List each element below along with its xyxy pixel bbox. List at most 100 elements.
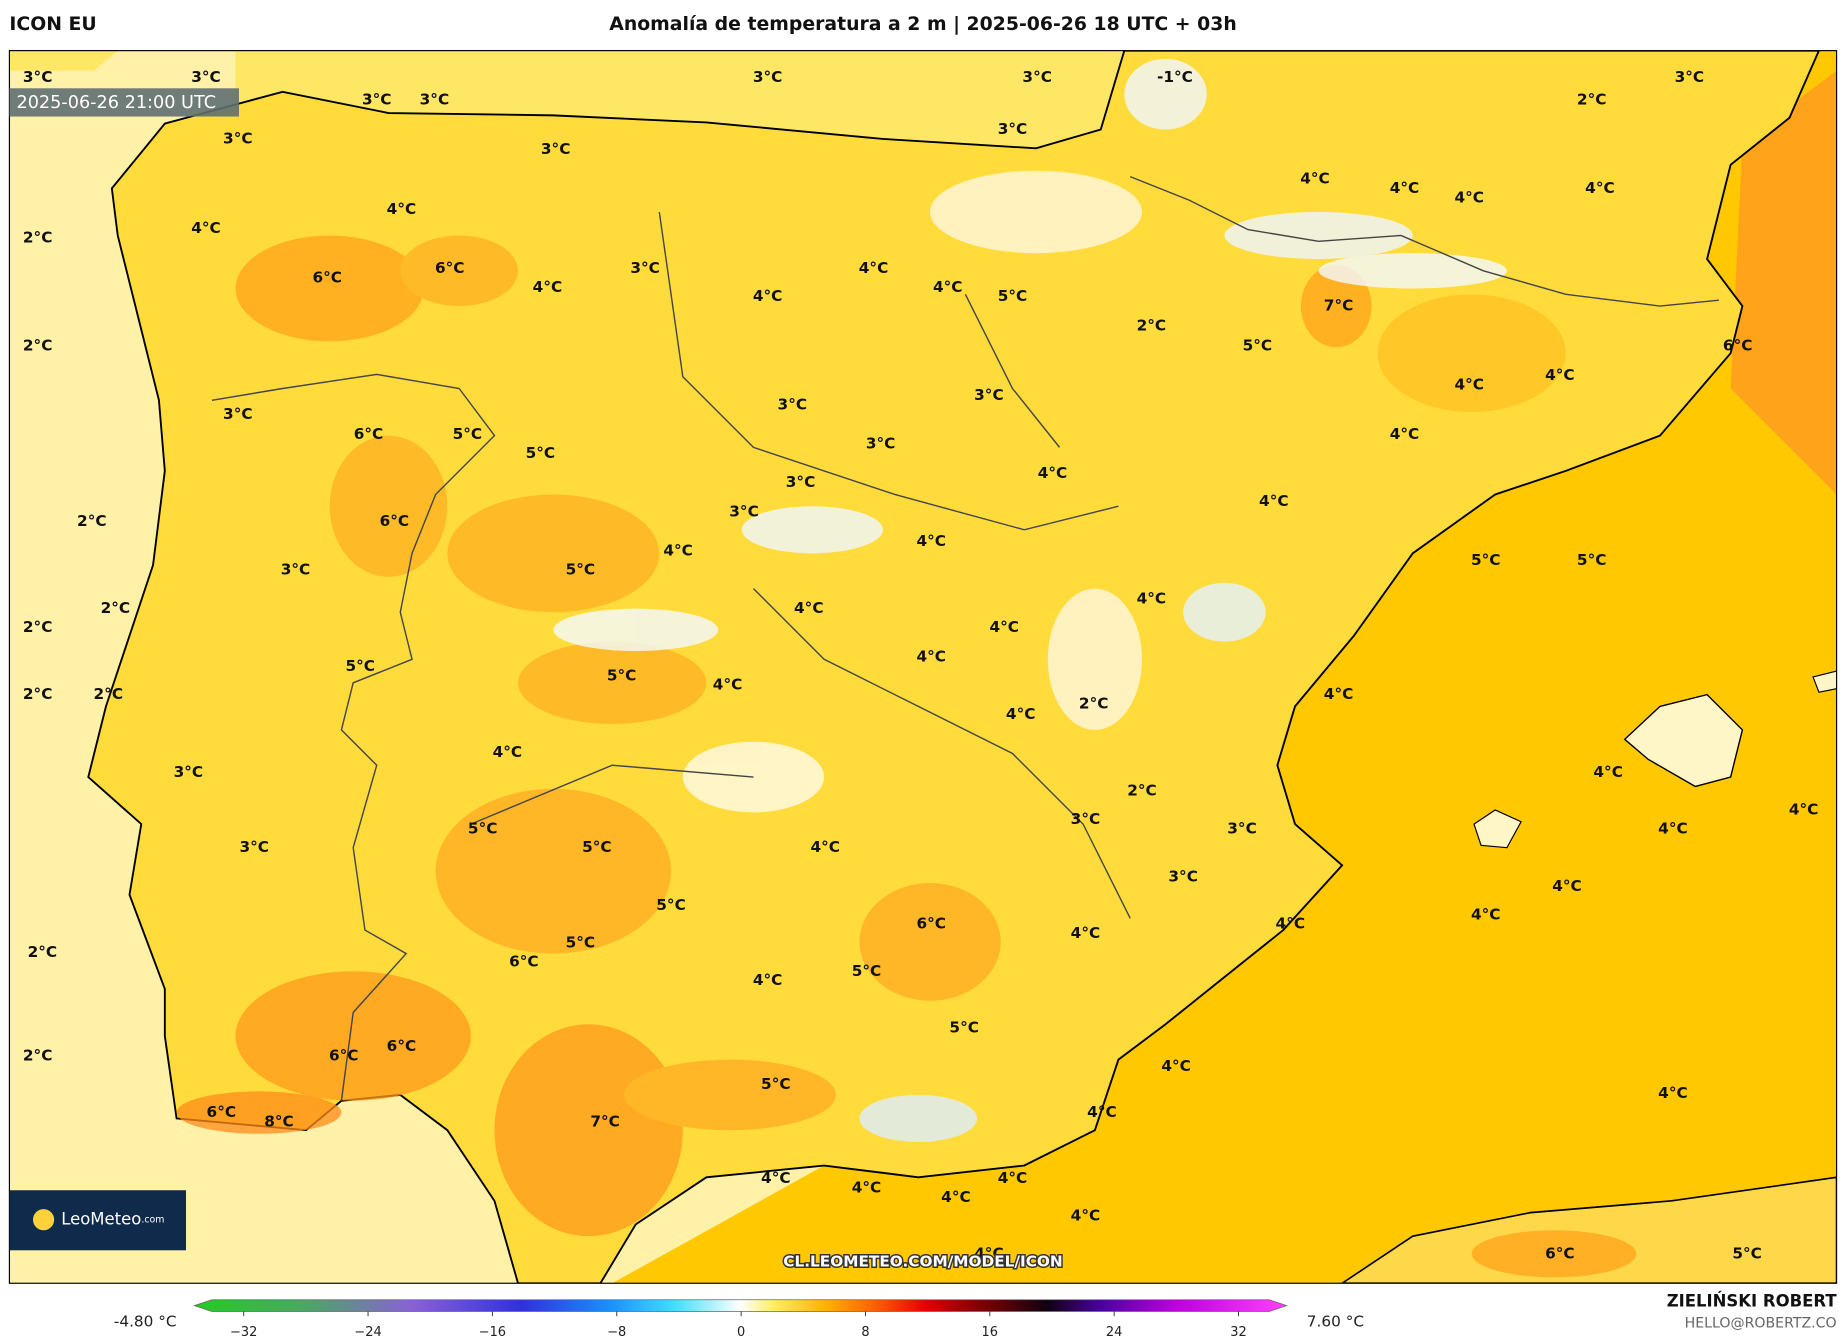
- anomaly-labels: 3°C 3°C 3°C 3°C 3°C 3°C -1°C 3°C 2°C 3°C 3°C 3°C 4°C…: [23, 68, 1818, 1262]
- ibiza: [1473, 809, 1522, 849]
- anomaly-label: 4°C: [713, 676, 743, 694]
- anomaly-label: 4°C: [761, 1169, 791, 1187]
- anomaly-label: 3°C: [191, 68, 221, 86]
- anomaly-label: 2°C: [23, 685, 53, 703]
- anomaly-label: 5°C: [852, 962, 882, 980]
- anomaly-label: 4°C: [533, 278, 563, 296]
- anomaly-label: 2°C: [1577, 91, 1607, 109]
- anomaly-label: 3°C: [541, 140, 571, 158]
- anomaly-label: 3°C: [1227, 819, 1257, 837]
- anomaly-label: 4°C: [989, 618, 1019, 636]
- anomaly-label: 4°C: [811, 838, 841, 856]
- anomaly-label: 3°C: [420, 91, 450, 109]
- anomaly-label: 2°C: [1137, 317, 1167, 335]
- anomaly-label: 4°C: [663, 541, 693, 559]
- anomaly-label: 6°C: [916, 915, 946, 933]
- anomaly-label: 8°C: [264, 1112, 294, 1130]
- colorbar-tick-label: 16: [982, 1325, 998, 1340]
- anomaly-label: 4°C: [1454, 188, 1484, 206]
- anomaly-label: 3°C: [23, 68, 53, 86]
- anomaly-label: 4°C: [916, 647, 946, 665]
- anomaly-label: 2°C: [77, 512, 107, 530]
- anomaly-label: 4°C: [1585, 179, 1615, 197]
- anomaly-label: 4°C: [933, 278, 963, 296]
- anomaly-label: 4°C: [1593, 763, 1623, 781]
- colorbar-tick-label: −8: [607, 1325, 626, 1340]
- logo-suffix: .com: [141, 1214, 164, 1225]
- colorbar-tick-label: 0: [737, 1325, 745, 1340]
- anomaly-label: 4°C: [1038, 464, 1068, 482]
- anomaly-label: 3°C: [362, 91, 392, 109]
- anomaly-label: -1°C: [1157, 68, 1193, 86]
- anomaly-label: 4°C: [1161, 1057, 1191, 1075]
- colorbar-tick-label: −16: [479, 1325, 506, 1340]
- anomaly-label: 5°C: [998, 287, 1028, 305]
- map-title: Anomalía de temperatura a 2 m | 2025-06-…: [609, 14, 1236, 35]
- anomaly-label: 4°C: [852, 1178, 882, 1196]
- anomaly-label: 4°C: [916, 532, 946, 550]
- anomaly-label: 3°C: [1071, 810, 1101, 828]
- anomaly-label: 4°C: [753, 971, 783, 989]
- anomaly-label: 2°C: [23, 618, 53, 636]
- anomaly-label: 4°C: [1789, 800, 1819, 818]
- anomaly-label: 2°C: [23, 228, 53, 246]
- anomaly-label: 4°C: [859, 259, 889, 277]
- colorbar: [193, 1299, 1288, 1312]
- anomaly-label: 4°C: [1545, 366, 1575, 384]
- anomaly-label: 3°C: [786, 473, 816, 491]
- anomaly-label: 2°C: [23, 1047, 53, 1065]
- anomaly-label: 4°C: [1006, 705, 1036, 723]
- valid-time: 2025-06-26 21:00 UTC: [16, 93, 216, 113]
- anomaly-label: 5°C: [526, 444, 556, 462]
- anomaly-label: 3°C: [1022, 68, 1052, 86]
- anomaly-label: 4°C: [1324, 685, 1354, 703]
- anomaly-label: 5°C: [607, 666, 637, 684]
- source-url: CL.LEOMETEO.COM/MODEL/ICON: [783, 1253, 1062, 1271]
- mallorca: [1623, 693, 1744, 788]
- anomaly-label: 4°C: [387, 200, 417, 218]
- anomaly-label: 5°C: [1243, 337, 1273, 355]
- anomaly-label: 4°C: [1658, 1084, 1688, 1102]
- colorbar-ticks: −32 −24 −16 −8 0 8 16 24 32: [230, 1311, 1247, 1340]
- anomaly-label: 5°C: [453, 425, 483, 443]
- author: ZIELIŃSKI ROBERT: [1667, 1292, 1838, 1311]
- anomaly-label: 3°C: [281, 560, 311, 578]
- anomaly-label: 5°C: [1471, 551, 1501, 569]
- anomaly-label: 3°C: [1675, 68, 1705, 86]
- mediterranean: [612, 50, 1837, 1284]
- anomaly-label: 6°C: [1545, 1244, 1575, 1262]
- anomaly-label: 3°C: [240, 838, 270, 856]
- logo-sun: [32, 1209, 55, 1231]
- anomaly-label: 6°C: [354, 425, 384, 443]
- anomaly-label: 5°C: [566, 934, 596, 952]
- anomaly-label: 4°C: [974, 1244, 1004, 1262]
- anomaly-label: 5°C: [1577, 551, 1607, 569]
- colorbar-tick-label: −32: [230, 1325, 257, 1340]
- anomaly-label: 3°C: [223, 129, 253, 147]
- anomaly-label: 3°C: [974, 386, 1004, 404]
- africa: [1340, 1176, 1837, 1284]
- ligurian-sea: [1730, 70, 1837, 495]
- anomaly-label: 4°C: [1390, 179, 1420, 197]
- anomaly-label: 6°C: [329, 1047, 359, 1065]
- anomaly-label: 4°C: [753, 287, 783, 305]
- anomaly-label: 6°C: [509, 952, 539, 970]
- anomaly-label: 3°C: [729, 503, 759, 521]
- anomaly-label: 2°C: [94, 685, 124, 703]
- anomaly-label: 4°C: [1658, 819, 1688, 837]
- anomaly-label: 5°C: [566, 560, 596, 578]
- anomaly-label: 4°C: [1552, 877, 1582, 895]
- anomaly-label: 4°C: [1276, 915, 1306, 933]
- anomaly-label: 4°C: [1454, 375, 1484, 393]
- anomaly-label: 5°C: [582, 838, 612, 856]
- anomaly-label: 5°C: [1732, 1244, 1762, 1262]
- anomaly-label: 6°C: [435, 259, 465, 277]
- anomaly-label: 3°C: [1168, 868, 1198, 886]
- colorbar-tick-label: 32: [1230, 1325, 1246, 1340]
- anomaly-label: 3°C: [778, 395, 808, 413]
- anomaly-label: 2°C: [23, 337, 53, 355]
- anomaly-label: 3°C: [174, 763, 204, 781]
- colorbar-tick-label: 8: [861, 1325, 869, 1340]
